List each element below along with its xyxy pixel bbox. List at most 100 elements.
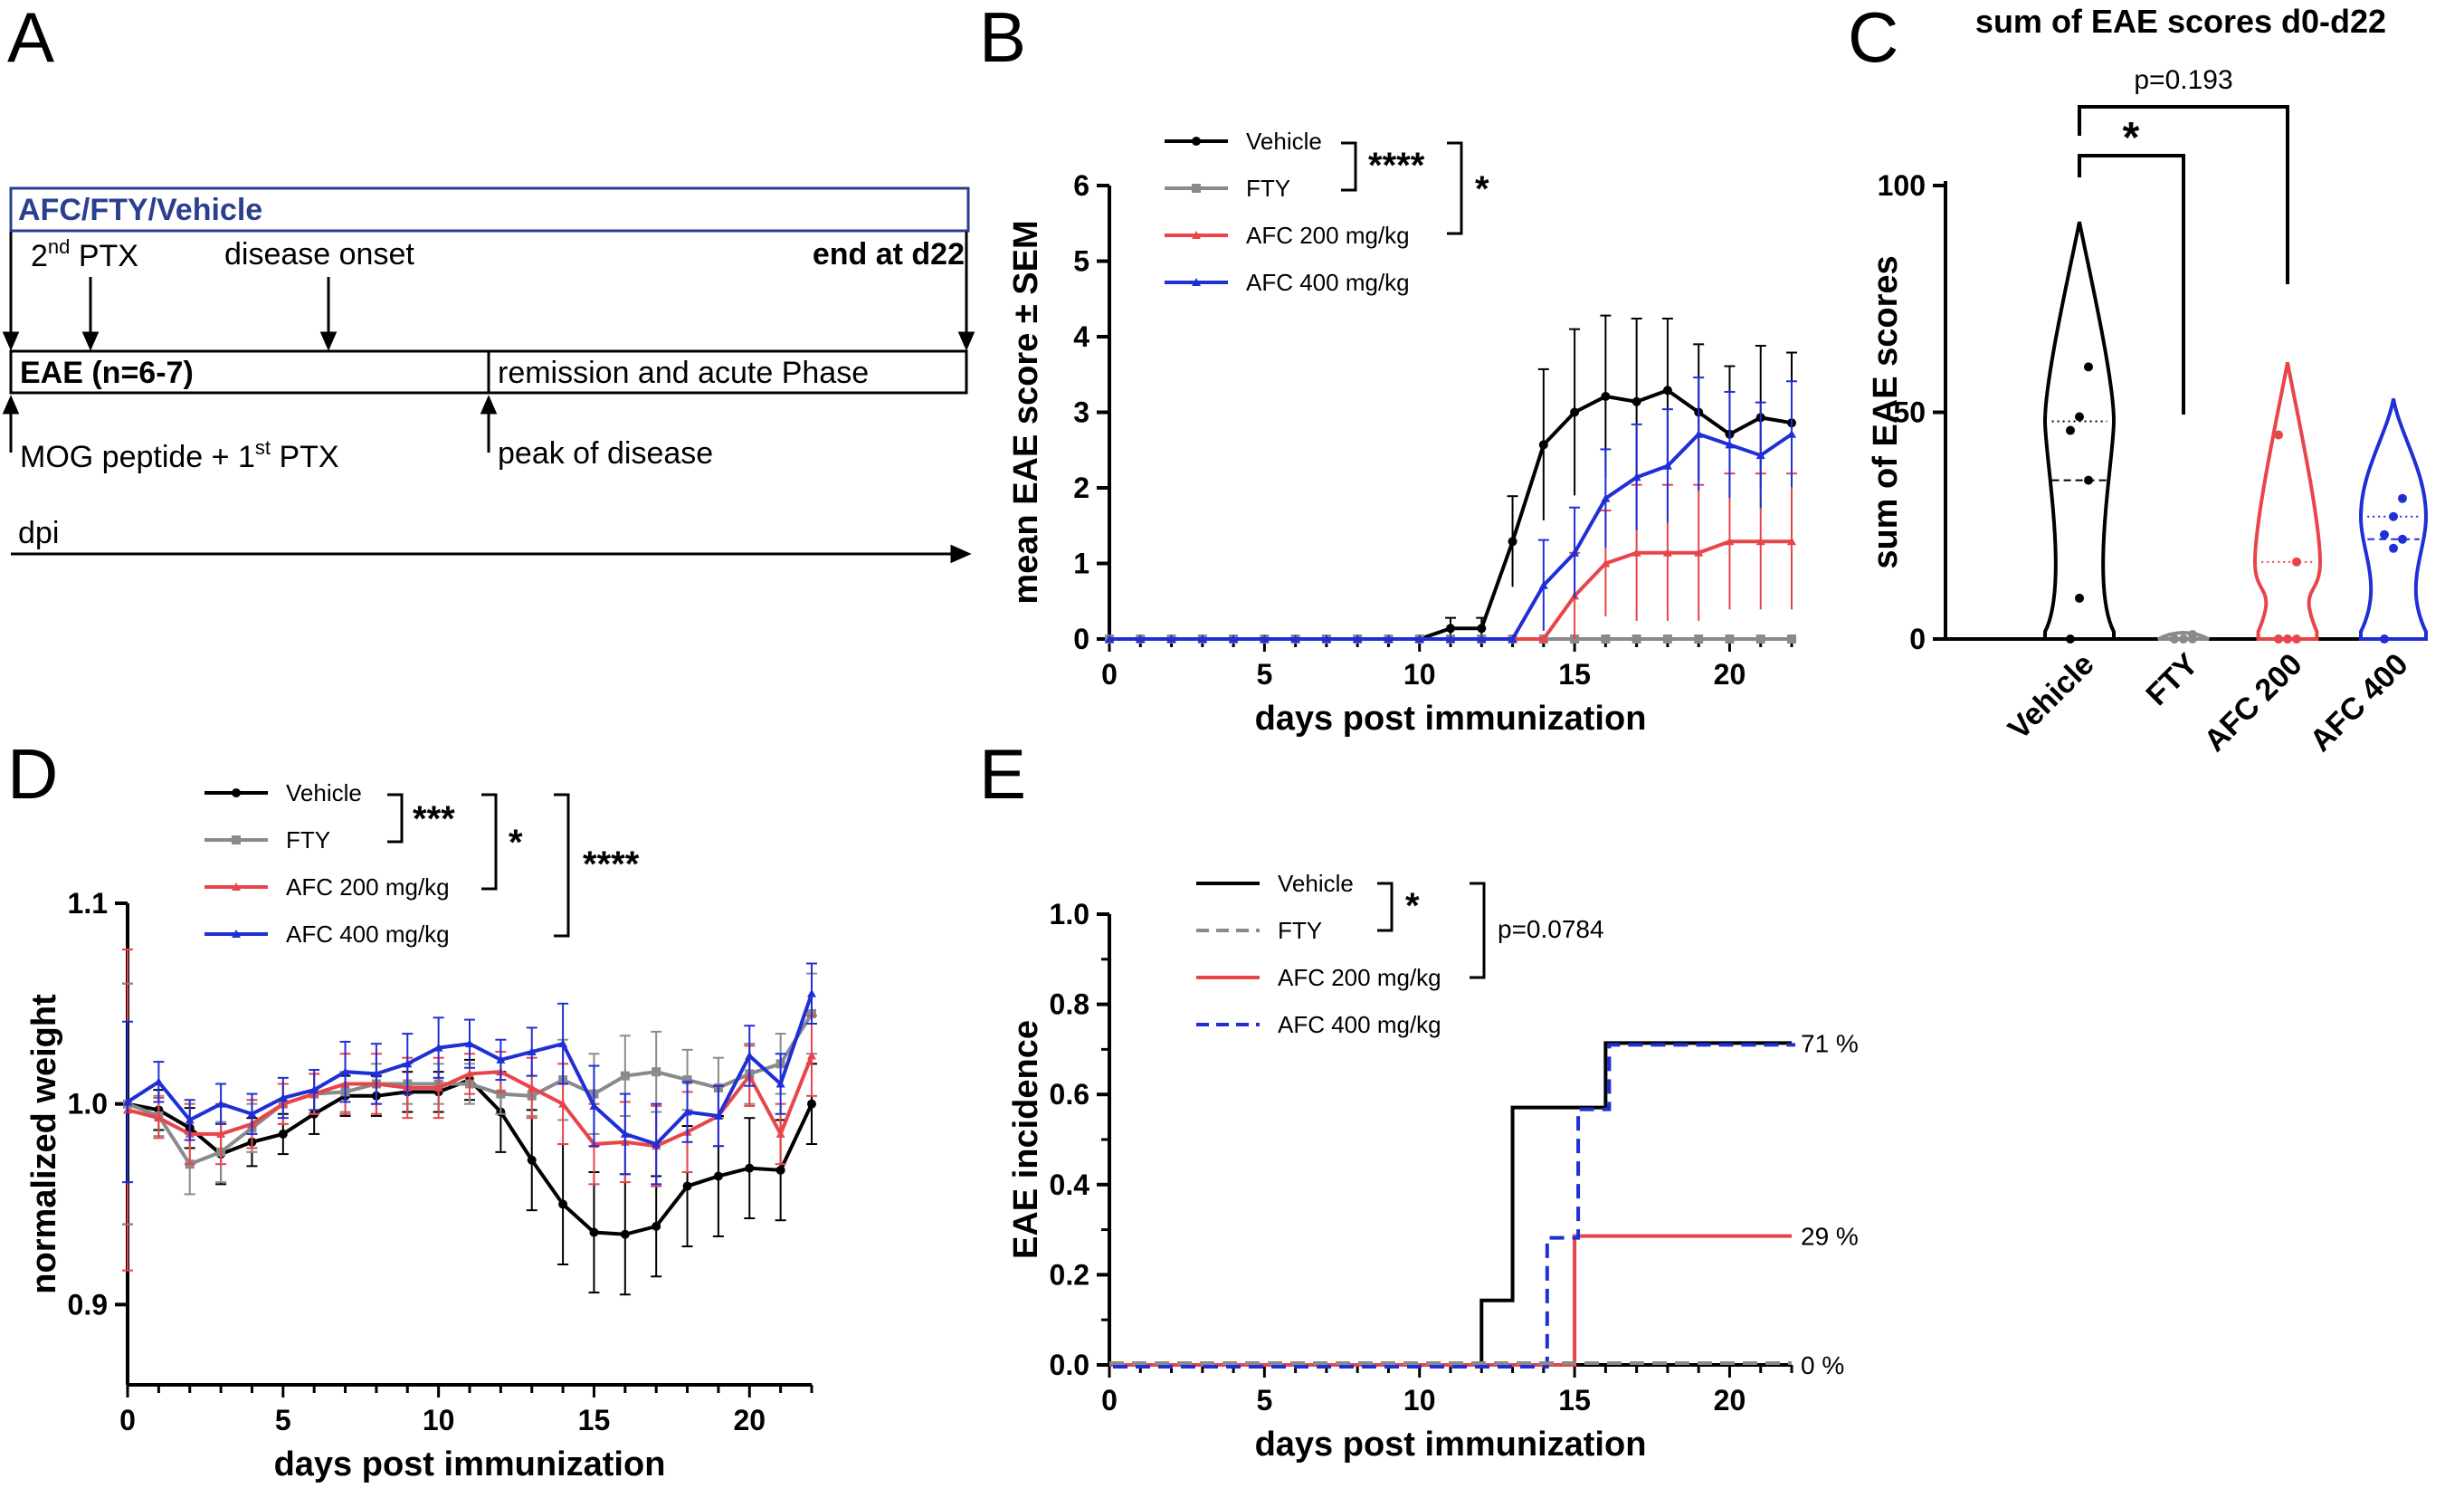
d-point-afc-400-mg-kg — [589, 1101, 599, 1110]
d-point-afc-400-mg-kg — [682, 1107, 692, 1116]
b-point-vehicle — [1601, 391, 1611, 401]
d-point-legend-vehicle — [232, 788, 241, 797]
b-point-afc-200-mg-kg — [1601, 558, 1611, 568]
c-point-vehicle — [2066, 425, 2075, 435]
d-point-vehicle — [807, 1099, 816, 1109]
d-legend-label-fty: FTY — [286, 826, 330, 854]
dpi-label: dpi — [18, 516, 59, 550]
d-point-legend-afc-200-mg-kg — [232, 882, 241, 891]
d-point-afc-400-mg-kg — [527, 1047, 537, 1056]
d-point-afc-400-mg-kg — [713, 1111, 723, 1120]
c-point-fty — [2179, 634, 2188, 644]
b-y-axis-title: mean EAE score ± SEM — [1007, 220, 1045, 604]
b-x-tick-label: 20 — [1714, 658, 1746, 691]
d-point-afc-400-mg-kg — [465, 1039, 474, 1048]
timeline-arrows — [2, 232, 975, 564]
e-x-axis-title: days post immunization — [1255, 1426, 1647, 1464]
d-point-afc-200-mg-kg — [558, 1099, 568, 1108]
b-point-fty — [1632, 634, 1641, 644]
d-point-afc-400-mg-kg — [309, 1085, 319, 1094]
d-point-afc-400-mg-kg — [807, 988, 816, 997]
d-legend-label-afc-400-mg-kg: AFC 400 mg/kg — [286, 920, 450, 948]
d-sig-bracket — [481, 793, 498, 891]
d-point-afc-400-mg-kg — [278, 1093, 288, 1102]
d-point-afc-200-mg-kg — [775, 1129, 785, 1138]
b-point-afc-200-mg-kg — [1755, 537, 1765, 546]
d-point-legend-afc-400-mg-kg — [232, 930, 241, 938]
d-point-afc-400-mg-kg — [496, 1054, 506, 1064]
c-x-tick-label: AFC 200 — [2198, 647, 2309, 758]
d-point-vehicle — [713, 1171, 723, 1181]
c-violin-fty — [2157, 630, 2210, 641]
d-point-afc-400-mg-kg — [371, 1069, 381, 1078]
e-y-tick-label: 0.0 — [1050, 1349, 1089, 1381]
mog-rest: PTX — [271, 440, 339, 474]
c-point-vehicle — [2066, 634, 2075, 644]
d-point-afc-400-mg-kg — [154, 1077, 164, 1086]
d-point-afc-200-mg-kg — [465, 1069, 474, 1078]
d-point-vehicle — [745, 1163, 755, 1173]
e-sig-bracket — [1470, 882, 1486, 979]
b-point-afc-400-mg-kg — [1725, 440, 1735, 449]
d-point-fty — [620, 1071, 630, 1081]
c-x-tick-label: Vehicle — [2002, 647, 2101, 747]
d-point-vehicle — [589, 1227, 599, 1237]
b-point-afc-400-mg-kg — [1538, 580, 1548, 589]
d-point-afc-400-mg-kg — [185, 1115, 195, 1124]
panel-letter-c: C — [1848, 0, 1898, 77]
d-point-vehicle — [278, 1129, 288, 1139]
e-legend-label-afc-400-mg-kg: AFC 400 mg/kg — [1278, 1011, 1441, 1038]
c-point-vehicle — [2075, 412, 2084, 422]
ptx2-label: 2nd PTX — [31, 235, 138, 273]
b-point-afc-400-mg-kg — [1570, 548, 1580, 557]
e-legend-label-fty: FTY — [1278, 917, 1322, 944]
ptx2-rest: PTX — [70, 239, 138, 273]
b-sig-label: * — [1475, 169, 1489, 209]
c-violin-afc-200 — [2252, 362, 2323, 641]
d-x-tick-label: 5 — [275, 1404, 291, 1436]
chart-b-eae-score: 0 1 2 3 4 5 6 0 5 10 15 20 days post immunization mea… — [1007, 128, 1797, 738]
c-point-afc-200 — [2283, 634, 2292, 644]
b-x-tick-label: 10 — [1403, 658, 1436, 691]
d-point-fty — [652, 1067, 661, 1077]
c-y-tick-label: 50 — [1893, 396, 1926, 429]
d-point-afc-400-mg-kg — [620, 1129, 630, 1138]
b-point-afc-400-mg-kg — [1755, 451, 1765, 460]
d-sig-bracket — [554, 793, 570, 938]
b-point-fty — [1662, 634, 1672, 644]
d-point-afc-200-mg-kg — [527, 1083, 537, 1092]
b-point-afc-400-mg-kg — [1197, 634, 1207, 643]
b-point-afc-400-mg-kg — [1477, 634, 1487, 643]
d-point-vehicle — [527, 1155, 537, 1165]
eae-box-label: EAE (n=6-7) — [20, 356, 194, 390]
d-point-afc-400-mg-kg — [745, 1051, 755, 1060]
b-point-afc-400-mg-kg — [1353, 634, 1363, 643]
b-point-afc-200-mg-kg — [1694, 548, 1704, 557]
b-y-tick-label: 4 — [1073, 320, 1089, 353]
remission-box-label: remission and acute Phase — [498, 356, 869, 390]
b-point-afc-400-mg-kg — [1321, 634, 1331, 643]
d-legend-label-vehicle: Vehicle — [286, 779, 362, 806]
ptx2-base: 2 — [31, 239, 48, 273]
chart-c-sum-scores: 0 50 100 sum of EAE scores sum of EAE scores… — [1867, 3, 2429, 758]
d-point-afc-400-mg-kg — [216, 1099, 226, 1108]
panel-letter-e: E — [979, 734, 1026, 814]
timeline-diagram: AFC/FTY/Vehicle 2nd PTX disease onset en… — [2, 186, 975, 564]
b-x-tick-label: 5 — [1256, 658, 1272, 691]
e-step-line-afc-200-mg-kg — [1109, 1234, 1792, 1367]
b-x-axis-title: days post immunization — [1255, 700, 1647, 738]
e-step-line-afc-400-mg-kg — [1113, 1043, 1795, 1369]
b-point-legend-vehicle — [1192, 137, 1201, 146]
mog-base: MOG peptide + 1 — [20, 440, 255, 474]
b-point-afc-200-mg-kg — [1538, 634, 1548, 643]
d-y-tick-label: 1.0 — [68, 1088, 108, 1121]
b-point-afc-200-mg-kg — [1725, 537, 1735, 546]
b-point-afc-400-mg-kg — [1105, 634, 1114, 643]
e-end-label-vehicle: 71 % — [1801, 1029, 1859, 1057]
b-point-afc-400-mg-kg — [1632, 472, 1641, 482]
d-sig-label: *** — [413, 799, 455, 839]
c-point-vehicle — [2084, 362, 2093, 372]
b-point-afc-200-mg-kg — [1787, 537, 1796, 546]
b-point-afc-400-mg-kg — [1414, 634, 1424, 643]
